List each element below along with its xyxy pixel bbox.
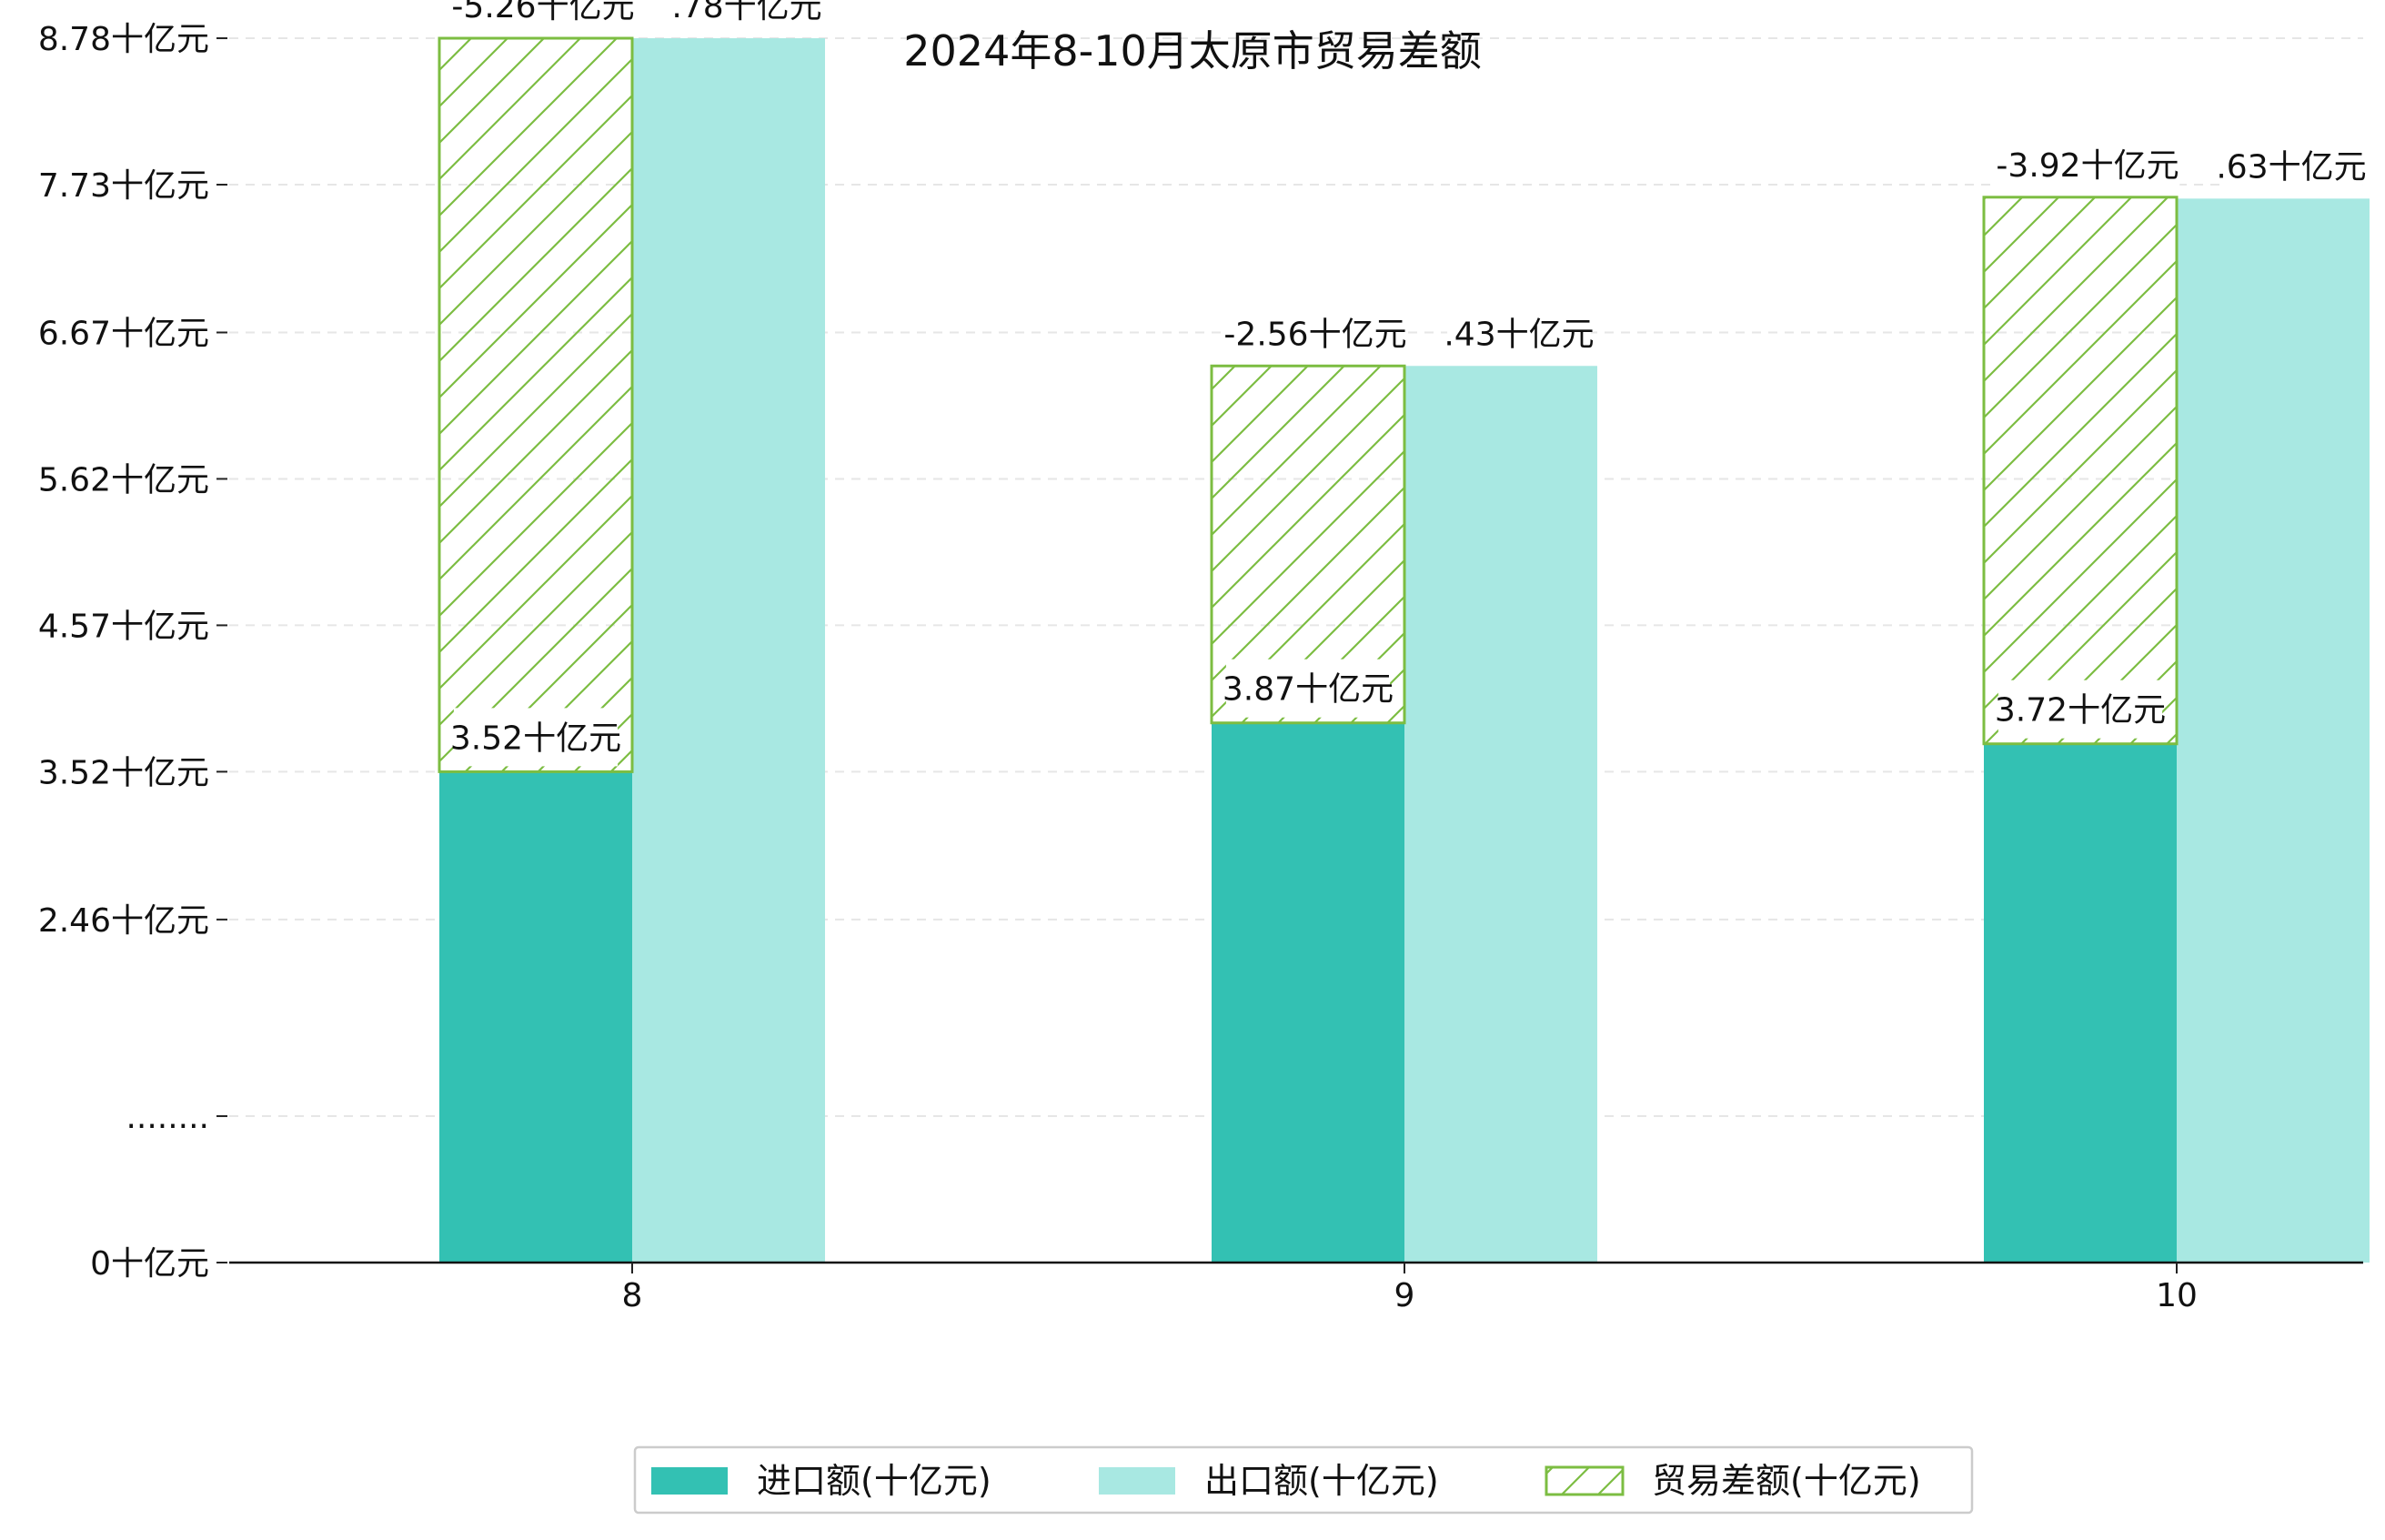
export-bar (2177, 198, 2370, 1263)
y-tick-label: 4.57十亿元 (38, 608, 209, 645)
y-tick-label: 0十亿元 (90, 1245, 209, 1283)
y-tick-label: 2.46十亿元 (38, 902, 209, 940)
axes-layer: 0十亿元........ 2.46十亿元 3.52十亿元 4.57十亿元 5.62十亿元… (38, 21, 2363, 1314)
import-bar (1212, 722, 1404, 1263)
y-tick-label: ........ (126, 1099, 209, 1136)
export-value-label: .63十亿元 (2216, 148, 2366, 186)
balance-value-label-bg (1995, 135, 2180, 194)
export-value-label-bg (2219, 136, 2363, 196)
legend-item-balance-label: 贸易差额(十亿元) (1652, 1461, 1921, 1501)
data-labels-layer: 3.52十亿元 .78十亿元 -5.26十亿元 3.87十亿元 .43十亿元 -2.56十… (450, 0, 2367, 767)
x-tick-label: 8 (622, 1277, 643, 1314)
export-bar (632, 38, 825, 1263)
legend-item-import-label: 进口额(十亿元) (757, 1461, 991, 1501)
balance-value-label: -2.56十亿元 (1223, 316, 1406, 353)
legend-box (633, 1445, 1974, 1515)
balance-value-label: -3.92十亿元 (1996, 147, 2179, 185)
chart-title: 2024年8-10月太原市贸易差额 (903, 26, 1481, 75)
import-bar (439, 771, 632, 1263)
import-value-label: 3.72十亿元 (1995, 692, 2166, 730)
balance-value-label-bg (450, 0, 636, 35)
legend-item-export-swatch (1099, 1467, 1175, 1495)
y-tick-label: 6.67十亿元 (38, 315, 209, 352)
export-value-label: .43十亿元 (1444, 316, 1594, 353)
import-value-label-bg (453, 708, 619, 767)
import-value-label: 3.87十亿元 (1223, 671, 1394, 709)
export-value-label: .78十亿元 (671, 0, 821, 25)
legend: 进口额(十亿元) 出口额(十亿元) 贸易差额(十亿元) (633, 1445, 1974, 1515)
balance-bar (438, 36, 634, 773)
x-tick-label: 9 (1394, 1277, 1415, 1314)
export-value-label-bg (1447, 304, 1591, 363)
balance-value-label-bg (1223, 304, 1408, 363)
y-tick-label: 7.73十亿元 (38, 167, 209, 205)
legend-item-balance-swatch (1545, 1465, 1625, 1496)
legend-item-import-swatch (651, 1467, 728, 1495)
balance-bar (1982, 196, 2179, 746)
export-value-label-bg (675, 0, 819, 35)
import-value-label-bg (1998, 679, 2163, 739)
x-tick-label: 10 (2156, 1277, 2198, 1314)
y-tick-label: 3.52十亿元 (38, 754, 209, 791)
y-tick-label: 8.78十亿元 (38, 21, 209, 58)
bars-layer (438, 36, 2370, 1263)
import-value-label-bg (1225, 659, 1391, 718)
export-bar (1404, 366, 1597, 1263)
balance-value-label: -5.26十亿元 (451, 0, 634, 25)
y-tick-label: 5.62十亿元 (38, 461, 209, 498)
legend-item-export-label: 出口额(十亿元) (1204, 1461, 1439, 1501)
import-value-label: 3.52十亿元 (450, 720, 621, 757)
import-bar (1984, 743, 2177, 1263)
